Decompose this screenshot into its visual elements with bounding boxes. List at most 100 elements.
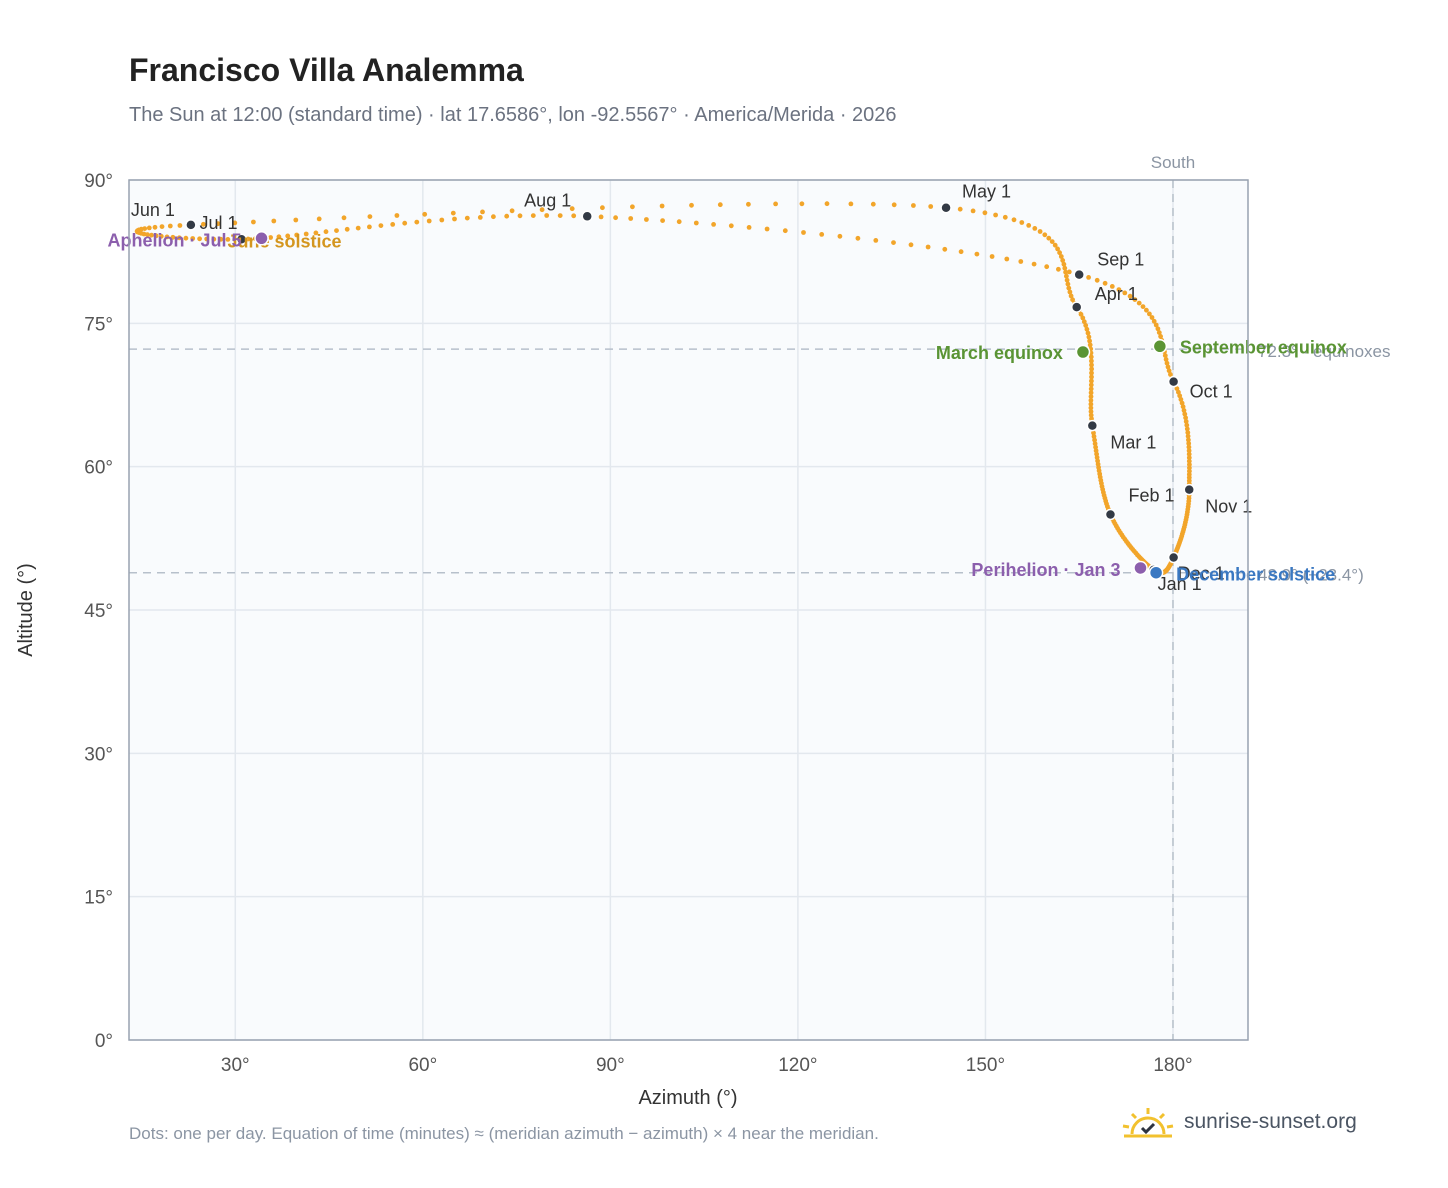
- x-tick-label: 120°: [778, 1055, 817, 1076]
- daily-dot: [1087, 342, 1093, 348]
- month-label: May 1: [962, 182, 1011, 202]
- daily-dot: [1186, 458, 1192, 464]
- daily-dot: [1057, 250, 1062, 256]
- month-label: Jan 1: [1158, 574, 1202, 594]
- daily-dot: [1088, 398, 1094, 403]
- x-tick-label: 30°: [221, 1055, 250, 1076]
- daily-dot: [204, 236, 210, 242]
- daily-dot: [1163, 357, 1169, 362]
- daily-dot: [293, 217, 299, 223]
- daily-dot: [717, 202, 723, 208]
- daily-dot: [1182, 411, 1188, 417]
- brand-link[interactable]: sunrise-sunset.org: [1184, 1110, 1357, 1133]
- x-axis-ticks: 30° 60° 90° 120° 150° 180°: [221, 1055, 1193, 1076]
- daily-dot: [1092, 441, 1098, 447]
- month-label: Nov 1: [1205, 497, 1252, 517]
- month-marker: [1183, 483, 1195, 496]
- daily-dot: [183, 235, 189, 241]
- daily-dot: [982, 210, 988, 216]
- daily-dot: [1186, 455, 1192, 461]
- daily-dot: [600, 205, 605, 211]
- daily-dot: [1136, 300, 1142, 306]
- brand[interactable]: sunrise-sunset.org: [1120, 1104, 1357, 1140]
- y-tick-label: 90°: [84, 171, 113, 192]
- event-label: March equinox: [936, 343, 1063, 363]
- daily-dot: [271, 218, 277, 224]
- south-label: South: [1151, 153, 1195, 172]
- month-label: Aug 1: [524, 190, 571, 210]
- daily-dot: [1084, 326, 1090, 332]
- daily-dot: [1056, 266, 1061, 272]
- daily-dot: [873, 238, 879, 243]
- daily-dot: [1088, 354, 1094, 360]
- daily-dot: [1174, 386, 1180, 391]
- daily-dot: [394, 213, 400, 218]
- daily-dot: [1042, 232, 1048, 238]
- daily-dot: [402, 220, 408, 226]
- event-label: Aphelion · Jul 5: [108, 230, 242, 250]
- y-tick-label: 45°: [84, 601, 113, 622]
- daily-dot: [1144, 307, 1149, 313]
- daily-dot: [1089, 358, 1094, 364]
- daily-dot: [1083, 323, 1089, 328]
- daily-dot: [422, 211, 428, 217]
- daily-dot: [316, 216, 322, 222]
- month-marker: [1167, 551, 1180, 564]
- month-label: Dec 1: [1178, 563, 1225, 583]
- y-tick-label: 30°: [84, 744, 113, 765]
- daily-dot: [1164, 360, 1170, 366]
- daily-dot: [1186, 437, 1191, 443]
- daily-dot: [746, 201, 751, 207]
- daily-dot: [1089, 370, 1094, 376]
- daily-dot: [1063, 269, 1068, 275]
- daily-dot: [539, 207, 545, 213]
- daily-dot: [1176, 389, 1181, 395]
- daily-dot: [170, 234, 176, 240]
- daily-dot: [598, 214, 604, 220]
- daily-dot: [341, 215, 347, 221]
- event-label: December solstice: [1176, 565, 1335, 585]
- daily-dot: [1185, 430, 1191, 435]
- daily-dot: [201, 221, 206, 227]
- daily-dot: [819, 232, 825, 237]
- daily-dot: [530, 213, 536, 219]
- daily-dot: [1091, 434, 1097, 439]
- daily-dot: [218, 236, 224, 242]
- month-marker: [1073, 268, 1085, 281]
- daily-dot: [517, 213, 523, 219]
- daily-dot: [1122, 290, 1128, 296]
- month-marker: [185, 219, 197, 231]
- daily-dot: [355, 225, 361, 231]
- daily-dot: [1177, 393, 1183, 399]
- daily-dot: [504, 213, 510, 219]
- daily-dot: [1018, 259, 1024, 264]
- month-label: Feb 1: [1128, 485, 1174, 505]
- event-markers: March equinox September equinox June solst…: [108, 230, 1347, 584]
- daily-dot: [323, 229, 329, 235]
- daily-dot: [1088, 386, 1094, 392]
- daily-dot: [1086, 334, 1092, 340]
- daily-dot: [746, 225, 752, 230]
- daily-dot: [1168, 372, 1173, 377]
- daily-dot: [1064, 273, 1069, 279]
- daily-dot: [782, 228, 788, 234]
- y-axis-ticks: 0° 15° 30° 45° 60° 75° 90°: [84, 171, 113, 1052]
- month-marker: [1086, 419, 1099, 432]
- month-label: Jun 1: [131, 200, 175, 220]
- month-marker: [581, 210, 593, 223]
- daily-dot: [1151, 318, 1157, 324]
- reference-line-label: 72.3° · equinoxes: [1258, 342, 1391, 361]
- month-marker: [1070, 301, 1083, 313]
- daily-dot: [1004, 256, 1010, 262]
- footnote: Dots: one per day. Equation of time (min…: [129, 1124, 879, 1143]
- daily-dot: [1088, 390, 1094, 396]
- daily-dot: [294, 232, 300, 238]
- daily-dot: [911, 203, 916, 208]
- daily-dot: [571, 213, 577, 219]
- daily-dot: [1185, 433, 1191, 439]
- month-marker: [235, 233, 248, 245]
- month-marker: [1167, 375, 1180, 388]
- daily-dot: [1187, 462, 1192, 467]
- daily-dot: [974, 251, 980, 257]
- y-tick-label: 60°: [84, 458, 113, 479]
